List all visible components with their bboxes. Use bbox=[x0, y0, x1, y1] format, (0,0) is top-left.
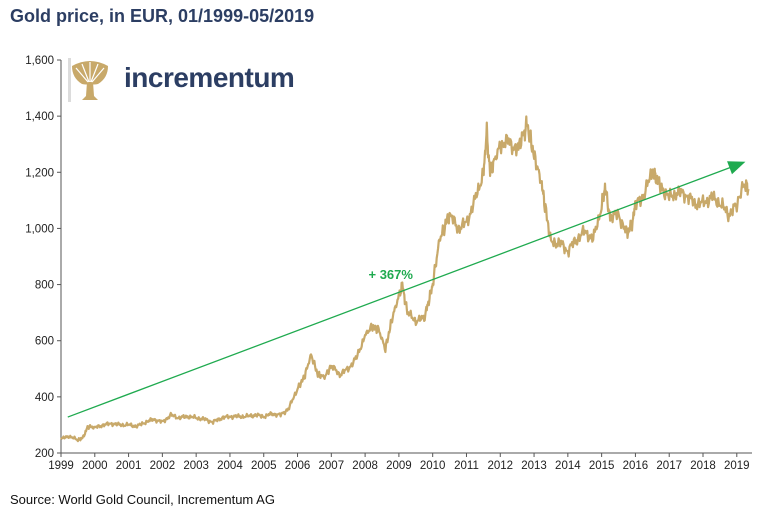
x-tick-label: 2007 bbox=[319, 460, 345, 472]
y-tick-label: 1,000 bbox=[25, 223, 54, 235]
y-tick-label: 400 bbox=[35, 392, 54, 404]
x-tick-label: 2019 bbox=[724, 460, 750, 472]
x-tick-label: 2004 bbox=[217, 460, 243, 472]
chart-axes: 200 400 600 800 1,000 1,200 1,400 1,600 1999 2000… bbox=[25, 55, 752, 472]
x-tick-label: 2013 bbox=[521, 460, 547, 472]
x-tick-label: 2005 bbox=[251, 460, 277, 472]
trend-annotation: + 367% bbox=[368, 267, 413, 282]
y-tick-label: 1,200 bbox=[25, 167, 54, 179]
x-tick-label: 2000 bbox=[82, 460, 108, 472]
chart-source: Source: World Gold Council, Incrementum … bbox=[10, 492, 275, 507]
y-tick-label: 800 bbox=[35, 280, 54, 292]
x-tick-label: 2012 bbox=[487, 460, 513, 472]
chart-title: Gold price, in EUR, 01/1999-05/2019 bbox=[10, 6, 315, 26]
x-tick-label: 2016 bbox=[623, 460, 649, 472]
logo-text: incrementum bbox=[124, 62, 295, 93]
x-tick-label: 2018 bbox=[690, 460, 716, 472]
y-tick-label: 200 bbox=[35, 448, 54, 460]
x-tick-label: 1999 bbox=[48, 460, 74, 472]
x-tick-label: 2014 bbox=[555, 460, 581, 472]
trend-arrowhead bbox=[727, 161, 746, 175]
y-tick-label: 1,400 bbox=[25, 111, 54, 123]
x-tick-label: 2015 bbox=[589, 460, 615, 472]
x-tick-label: 2006 bbox=[285, 460, 311, 472]
chart-plot-area: + 367% bbox=[60, 115, 750, 443]
x-tick-label: 2002 bbox=[150, 460, 176, 472]
y-tick-label: 600 bbox=[35, 336, 54, 348]
x-tick-label: 2001 bbox=[116, 460, 142, 472]
x-tick-label: 2017 bbox=[656, 460, 682, 472]
x-tick-label: 2003 bbox=[183, 460, 209, 472]
x-tick-label: 2008 bbox=[352, 460, 378, 472]
incrementum-logo: incrementum bbox=[68, 58, 308, 104]
gold-price-line bbox=[60, 115, 750, 443]
x-tick-label: 2009 bbox=[386, 460, 412, 472]
x-tick-label: 2011 bbox=[454, 460, 479, 472]
tree-logo-icon bbox=[68, 58, 108, 102]
y-tick-label: 1,600 bbox=[25, 55, 54, 67]
trend-line bbox=[67, 161, 744, 418]
x-tick-label: 2010 bbox=[420, 460, 446, 472]
